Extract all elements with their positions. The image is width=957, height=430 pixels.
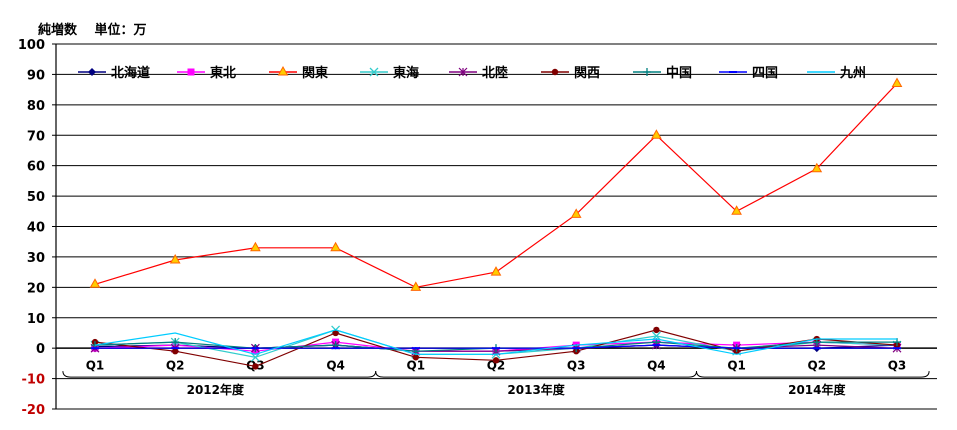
x-tick-label: Q2 bbox=[808, 358, 827, 372]
data-point bbox=[252, 363, 259, 370]
y-tick-label: 10 bbox=[27, 312, 45, 327]
data-point bbox=[731, 205, 742, 215]
legend-item: 東北 bbox=[177, 65, 236, 81]
year-label: 2014年度 bbox=[788, 382, 846, 397]
legend-item: 中国 bbox=[633, 65, 692, 81]
legend-item: 関西 bbox=[541, 66, 600, 81]
legend-label: 九州 bbox=[839, 66, 866, 81]
legend-marker bbox=[458, 67, 468, 77]
y-tick-label: 60 bbox=[27, 160, 45, 175]
data-point bbox=[412, 354, 419, 361]
legend-label: 東海 bbox=[393, 65, 419, 81]
legend-item: 東海 bbox=[360, 65, 419, 81]
series-lines bbox=[89, 77, 903, 370]
x-tick-label: Q4 bbox=[326, 358, 345, 372]
y-tick-label: 100 bbox=[18, 38, 45, 53]
x-tick-label: Q1 bbox=[727, 358, 746, 372]
data-point bbox=[332, 329, 339, 337]
data-point bbox=[250, 352, 260, 362]
data-point bbox=[172, 348, 179, 355]
legend-item: 九州 bbox=[807, 66, 866, 81]
x-axis: Q1Q2Q3Q4Q1Q2Q3Q4Q1Q2Q32012年度2013年度2014年度 bbox=[62, 358, 930, 397]
data-point bbox=[330, 241, 341, 252]
data-point bbox=[653, 326, 660, 334]
data-point bbox=[811, 162, 823, 173]
y-tick-label: 90 bbox=[27, 68, 45, 83]
legend-marker bbox=[88, 68, 96, 76]
legend-label: 東北 bbox=[210, 65, 236, 81]
legend: 北海道 東北 関東 東海 北陸 関西 中国 四国 九州 bbox=[78, 65, 866, 81]
x-tick-label: Q2 bbox=[166, 358, 185, 372]
y-tick-label: 80 bbox=[27, 99, 45, 114]
series-line bbox=[94, 329, 897, 355]
legend-item: 北陸 bbox=[449, 65, 508, 81]
data-point bbox=[492, 357, 500, 364]
x-tick-label: Q4 bbox=[647, 358, 666, 372]
legend-marker bbox=[551, 68, 559, 76]
legend-label: 関東 bbox=[302, 65, 328, 81]
y-tick-label: -10 bbox=[22, 373, 46, 388]
y-tick-label: -20 bbox=[22, 403, 46, 418]
data-point bbox=[250, 241, 261, 252]
x-tick-label: Q1 bbox=[407, 358, 426, 372]
data-point bbox=[171, 338, 180, 347]
y-tick-label: 20 bbox=[27, 281, 45, 296]
legend-marker bbox=[643, 68, 651, 76]
data-point bbox=[490, 266, 502, 276]
legend-item: 北海道 bbox=[78, 65, 150, 81]
year-label: 2013年度 bbox=[507, 382, 565, 397]
x-tick-label: Q1 bbox=[86, 358, 105, 372]
series-四国 bbox=[91, 344, 901, 350]
y-tick-label: 0 bbox=[36, 342, 45, 357]
data-point bbox=[169, 253, 181, 264]
y-tick-label: 30 bbox=[27, 251, 45, 266]
data-point bbox=[570, 208, 582, 218]
legend-label: 北陸 bbox=[482, 65, 508, 81]
year-bracket bbox=[62, 371, 377, 378]
year-bracket bbox=[696, 371, 930, 378]
data-point bbox=[89, 278, 101, 288]
series-九州 bbox=[94, 329, 897, 355]
x-tick-label: Q3 bbox=[567, 358, 586, 372]
data-point bbox=[410, 281, 422, 291]
legend-marker bbox=[369, 67, 379, 77]
data-point bbox=[651, 129, 662, 139]
legend-label: 四国 bbox=[752, 66, 778, 81]
unit-label: 純増数 単位：万 bbox=[38, 22, 147, 38]
year-bracket bbox=[375, 371, 697, 378]
legend-marker bbox=[187, 68, 195, 76]
y-tick-label: 50 bbox=[27, 190, 45, 205]
year-label: 2012年度 bbox=[187, 382, 245, 397]
y-tick-label: 70 bbox=[27, 129, 45, 144]
x-tick-label: Q2 bbox=[487, 358, 506, 372]
y-tick-label: 40 bbox=[27, 221, 45, 236]
legend-marker bbox=[277, 65, 289, 76]
data-point bbox=[891, 77, 903, 88]
x-tick-label: Q3 bbox=[888, 358, 907, 372]
legend-label: 関西 bbox=[574, 66, 600, 81]
series-関東 bbox=[89, 77, 903, 291]
legend-item: 関東 bbox=[269, 65, 328, 81]
legend-item: 四国 bbox=[719, 66, 778, 81]
legend-label: 北海道 bbox=[111, 65, 150, 81]
legend-label: 中国 bbox=[666, 65, 692, 81]
